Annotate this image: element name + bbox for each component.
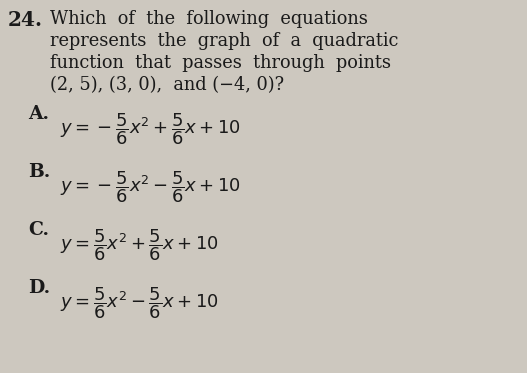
Text: $y = -\dfrac{5}{6}x^2 + \dfrac{5}{6}x + 10$: $y = -\dfrac{5}{6}x^2 + \dfrac{5}{6}x + …: [60, 111, 241, 147]
Text: B.: B.: [28, 163, 50, 181]
Text: function  that  passes  through  points: function that passes through points: [50, 54, 391, 72]
Text: D.: D.: [28, 279, 50, 297]
Text: 24.: 24.: [8, 10, 43, 30]
Text: Which  of  the  following  equations: Which of the following equations: [50, 10, 368, 28]
Text: represents  the  graph  of  a  quadratic: represents the graph of a quadratic: [50, 32, 398, 50]
Text: $y = \dfrac{5}{6}x^2 - \dfrac{5}{6}x + 10$: $y = \dfrac{5}{6}x^2 - \dfrac{5}{6}x + 1…: [60, 285, 219, 321]
Text: $y = \dfrac{5}{6}x^2 + \dfrac{5}{6}x + 10$: $y = \dfrac{5}{6}x^2 + \dfrac{5}{6}x + 1…: [60, 227, 219, 263]
Text: A.: A.: [28, 105, 49, 123]
Text: C.: C.: [28, 221, 49, 239]
Text: $y = -\dfrac{5}{6}x^2 - \dfrac{5}{6}x + 10$: $y = -\dfrac{5}{6}x^2 - \dfrac{5}{6}x + …: [60, 169, 241, 205]
Text: (2, 5), (3, 0),  and (−4, 0)?: (2, 5), (3, 0), and (−4, 0)?: [50, 76, 284, 94]
